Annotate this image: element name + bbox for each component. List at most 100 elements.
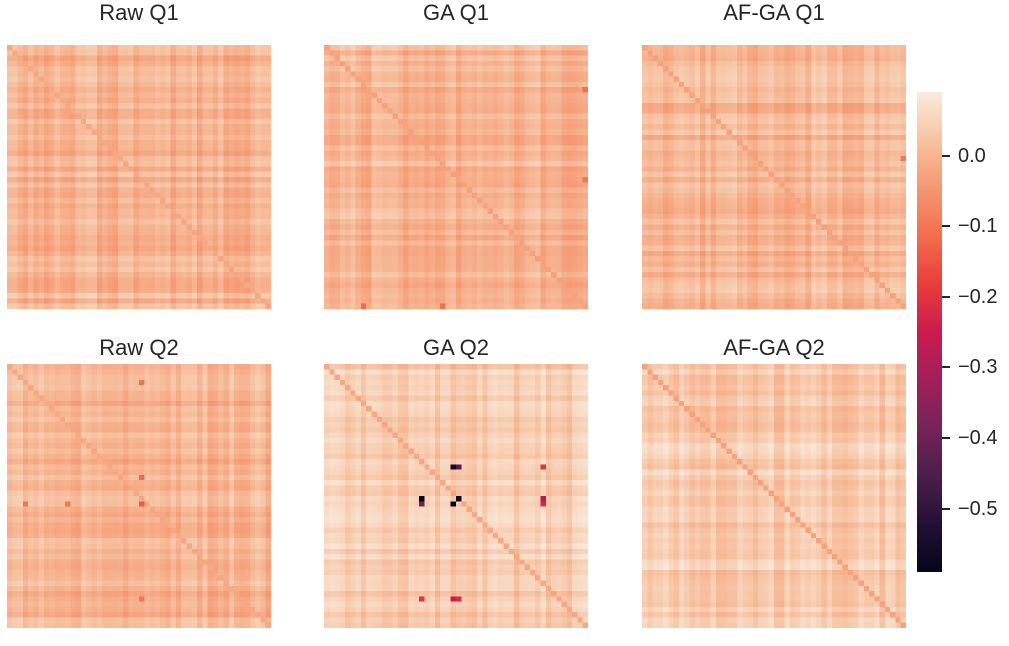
heatmap-cell	[487, 140, 494, 146]
heatmap-cell	[139, 298, 145, 305]
heatmap-cell	[329, 261, 335, 268]
heatmap-cell	[91, 50, 98, 56]
heatmap-cell	[260, 213, 267, 220]
heatmap-cell	[345, 298, 351, 305]
heatmap-cell	[7, 235, 13, 241]
heatmap-cell	[218, 134, 224, 141]
heatmap-cell	[355, 155, 362, 162]
heatmap-cell	[49, 282, 55, 289]
heatmap-cell	[350, 92, 356, 99]
heatmap-cell	[165, 250, 171, 257]
heatmap-cell	[345, 55, 351, 62]
heatmap-cell	[91, 240, 98, 246]
heatmap-cell	[471, 113, 478, 120]
heatmap-cell	[566, 113, 573, 120]
heatmap-cell	[419, 282, 425, 289]
heatmap-cell	[133, 161, 140, 167]
heatmap-cell	[218, 150, 224, 157]
heatmap-cell	[324, 245, 330, 252]
heatmap-cell	[54, 272, 61, 278]
heatmap-cell	[12, 50, 18, 56]
heatmap-cell	[112, 60, 119, 67]
heatmap-cell	[149, 187, 156, 194]
heatmap-cell	[102, 150, 108, 157]
heatmap-cell	[551, 140, 557, 146]
heatmap-cell	[33, 208, 39, 215]
heatmap-cell	[12, 219, 18, 225]
heatmap-cell	[376, 287, 383, 294]
heatmap-cell	[408, 198, 415, 204]
heatmap-cell	[355, 118, 362, 125]
heatmap-cell	[239, 66, 245, 72]
heatmap-cell	[424, 187, 430, 194]
heatmap-cell	[492, 213, 499, 220]
heatmap-cell	[165, 208, 171, 215]
heatmap-cell	[234, 293, 240, 299]
heatmap-cell	[397, 261, 404, 268]
heatmap-cell	[429, 224, 436, 231]
heatmap-cell	[249, 235, 256, 241]
heatmap-cell	[70, 129, 76, 136]
heatmap-cell	[239, 235, 245, 241]
heatmap-cell	[96, 161, 103, 167]
heatmap-cell	[514, 219, 520, 225]
heatmap-cell	[7, 140, 13, 146]
heatmap-cell	[424, 293, 430, 299]
heatmap-cell	[223, 208, 230, 215]
heatmap-cell	[329, 150, 335, 157]
heatmap-cell	[334, 235, 341, 241]
heatmap-cell	[234, 182, 240, 188]
heatmap-cell	[524, 66, 531, 72]
heatmap-cell	[329, 272, 335, 278]
heatmap-cell	[419, 129, 425, 136]
heatmap-cell	[181, 66, 187, 72]
heatmap-cell	[545, 87, 552, 93]
heatmap-cell	[545, 161, 552, 167]
heatmap-cell	[508, 150, 515, 157]
heatmap-cell	[456, 198, 462, 204]
heatmap-cell	[556, 256, 562, 262]
heatmap-cell	[249, 87, 256, 93]
heatmap-cell	[350, 177, 356, 183]
heatmap-cell	[165, 219, 171, 225]
heatmap-cell	[96, 192, 103, 199]
heatmap-cell	[519, 240, 525, 246]
heatmap-cell	[392, 155, 399, 162]
heatmap-cell	[572, 108, 578, 114]
heatmap-cell	[492, 150, 499, 157]
heatmap-cell	[218, 293, 224, 299]
heatmap-cell	[112, 92, 119, 99]
heatmap-cell	[461, 45, 467, 51]
heatmap-cell	[65, 203, 71, 209]
heatmap-cell	[212, 145, 219, 151]
heatmap-cell	[355, 303, 362, 309]
heatmap-cell	[212, 129, 219, 136]
heatmap-cell	[181, 213, 187, 220]
heatmap-cell	[482, 198, 488, 204]
heatmap-cell	[413, 134, 420, 141]
heatmap-cell	[96, 66, 103, 72]
heatmap-cell	[461, 182, 467, 188]
heatmap-cell	[165, 60, 171, 67]
heatmap-cell	[556, 66, 562, 72]
heatmap-cell	[535, 245, 541, 252]
heatmap-cell	[456, 203, 462, 209]
heatmap-cell	[191, 177, 198, 183]
heatmap-cell	[508, 287, 515, 294]
heatmap-cell	[191, 129, 198, 136]
heatmap-cell	[107, 240, 113, 246]
heatmap-cell	[397, 166, 404, 173]
heatmap-cell	[244, 293, 251, 299]
heatmap-cell	[112, 145, 119, 151]
heatmap-cell	[413, 213, 420, 220]
heatmap-cell	[86, 113, 92, 120]
heatmap-cell	[38, 240, 45, 246]
heatmap-cell	[96, 87, 103, 93]
heatmap-cell	[33, 124, 39, 130]
heatmap-cell	[160, 245, 166, 252]
heatmap-cell	[477, 118, 483, 125]
heatmap-cell	[154, 261, 161, 268]
heatmap-cell	[329, 66, 335, 72]
heatmap-cell	[107, 103, 113, 109]
heatmap-cell	[519, 266, 525, 273]
